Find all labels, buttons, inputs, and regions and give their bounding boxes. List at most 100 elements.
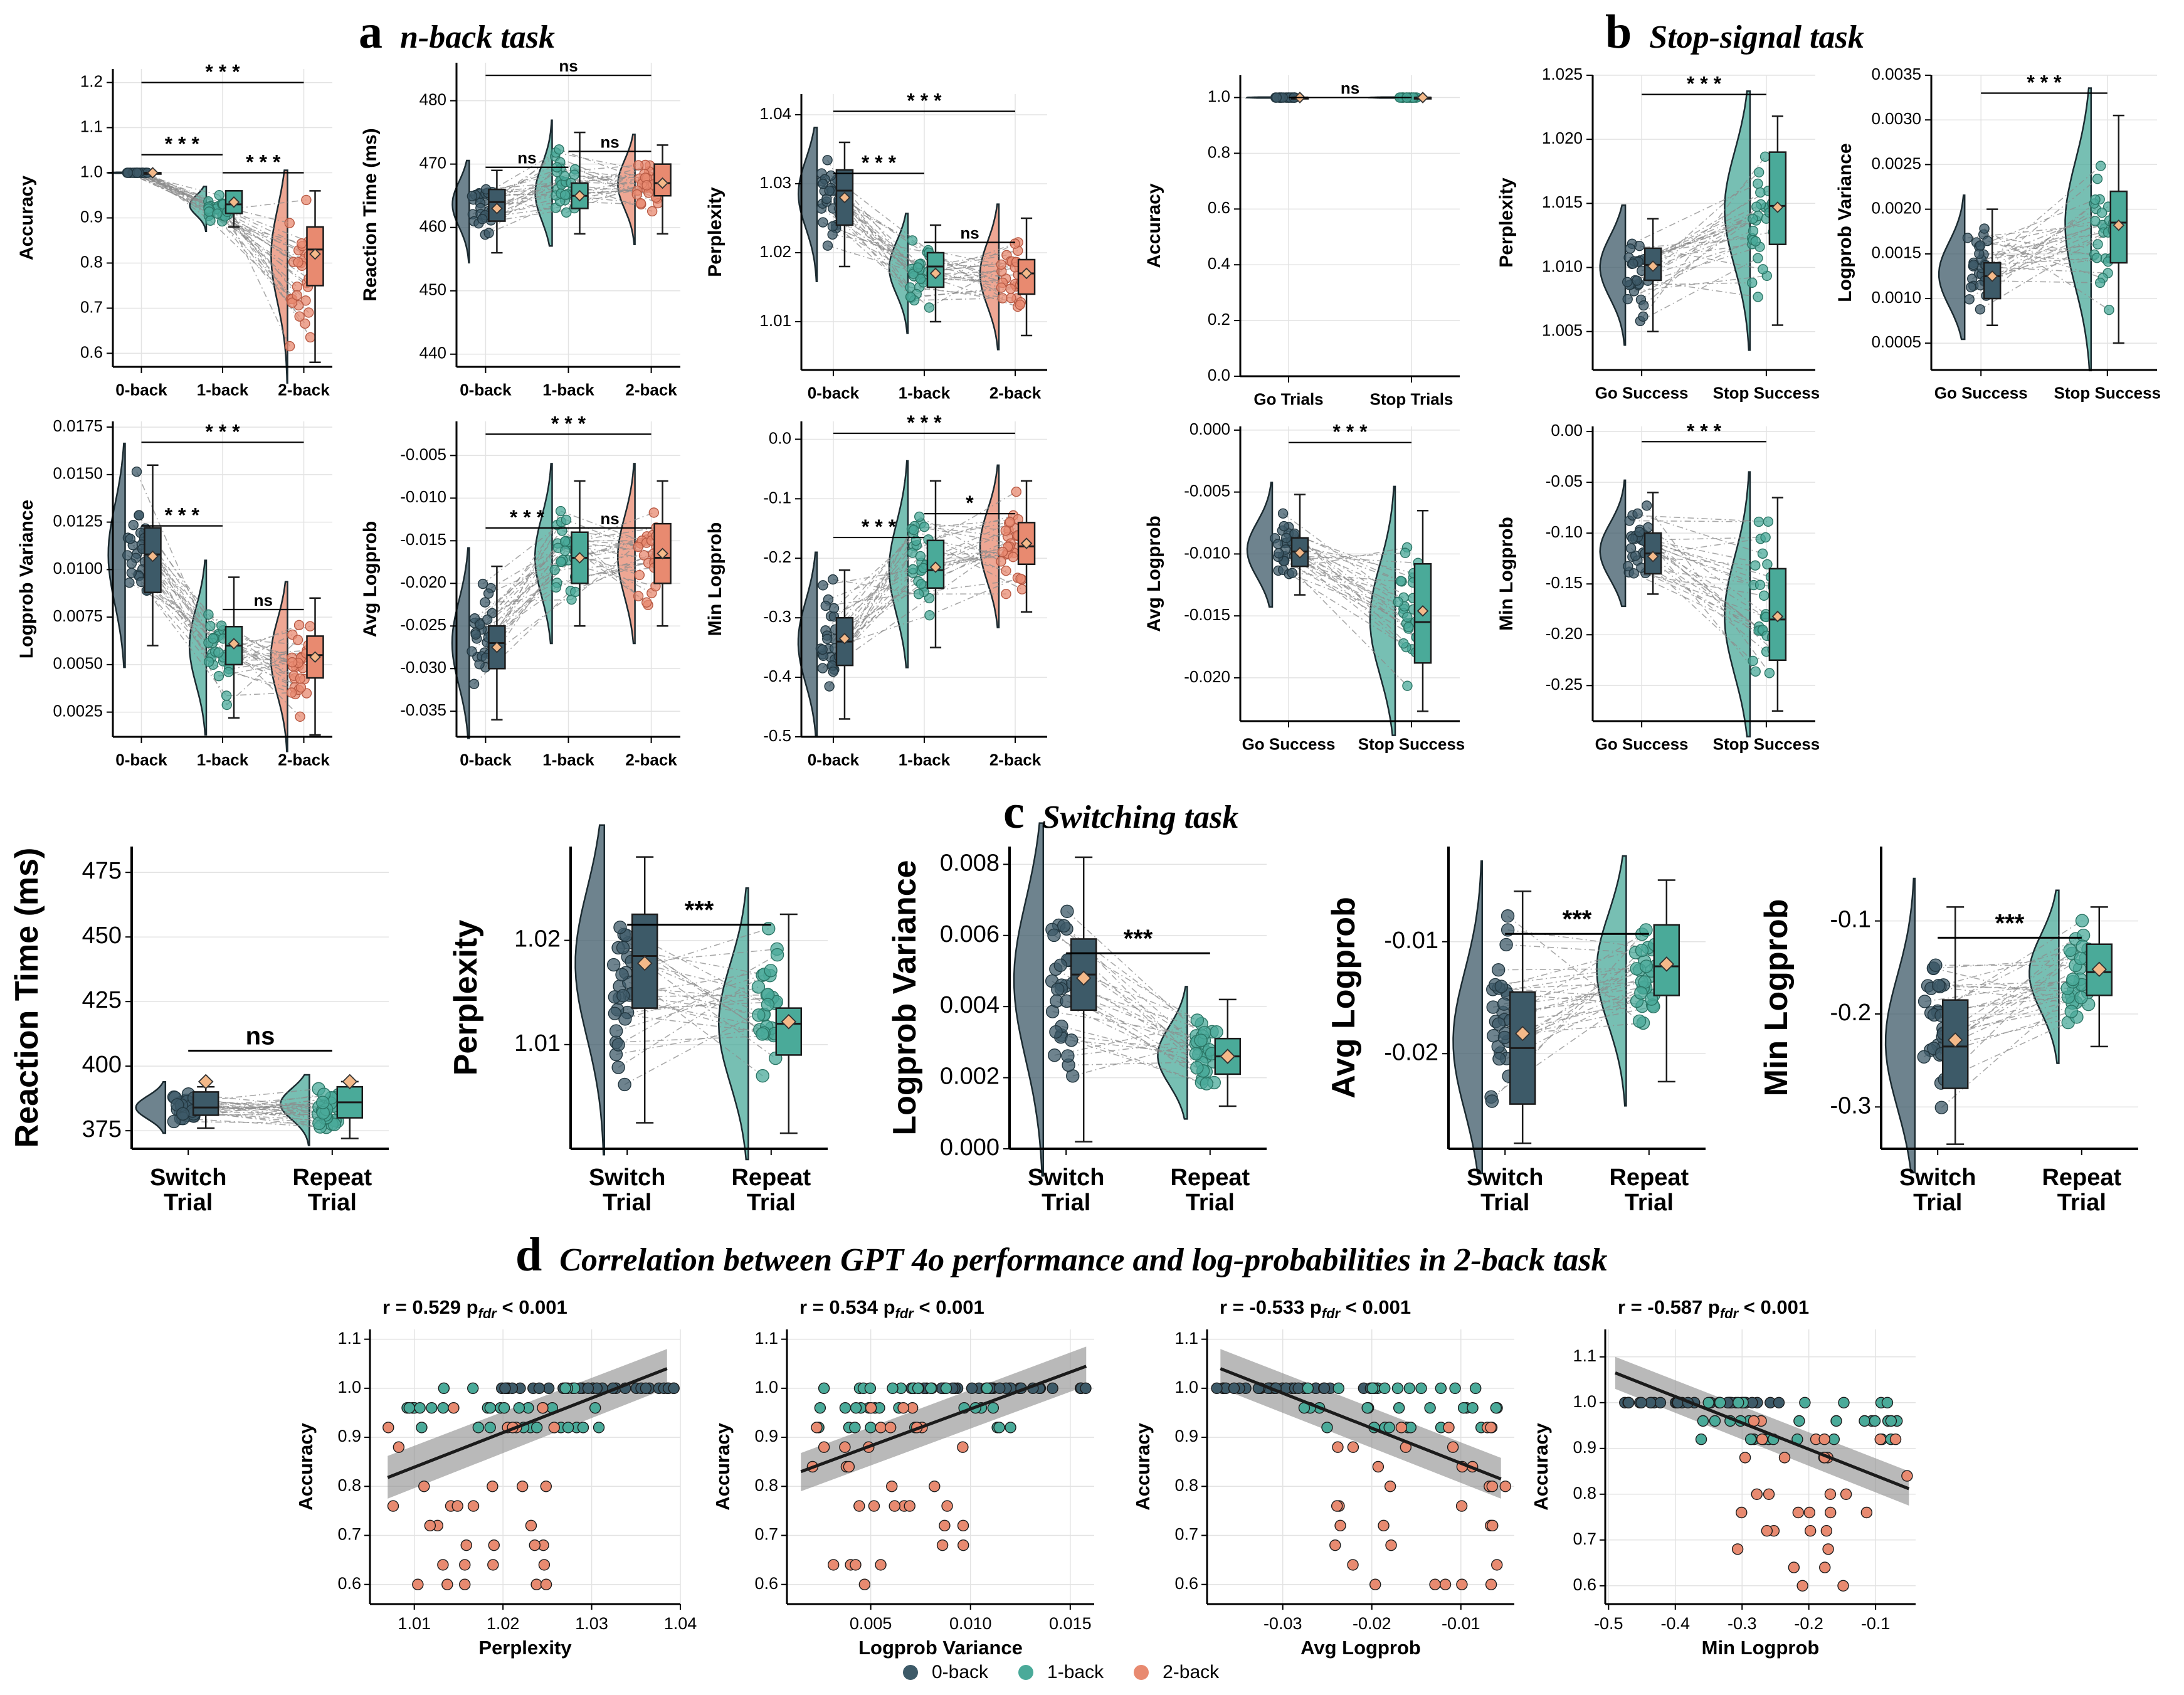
data-point bbox=[1755, 187, 1766, 198]
data-point bbox=[2090, 194, 2101, 205]
significance-label: ns bbox=[600, 132, 619, 151]
data-point bbox=[1761, 1524, 1773, 1537]
data-point bbox=[472, 1422, 485, 1434]
y-tick-label: 0.0025 bbox=[53, 701, 103, 720]
x-tick-label: Stop Success bbox=[1713, 383, 1820, 402]
pair-line bbox=[1496, 976, 1650, 1022]
significance-label: * * * bbox=[165, 133, 200, 156]
header-panel-c: c Switching task bbox=[1003, 785, 1238, 840]
y-tick-label: -0.025 bbox=[400, 615, 446, 634]
chart-a5: * * * * * * ns -0.035 -0.030 -0.025 -0.020 -0.0… bbox=[360, 412, 680, 769]
y-tick-label: 1.03 bbox=[759, 173, 791, 192]
data-point bbox=[393, 1441, 405, 1453]
data-point bbox=[593, 1422, 605, 1434]
pair-line bbox=[492, 582, 557, 614]
x-tick-label: 1-back bbox=[899, 750, 951, 769]
data-point bbox=[562, 1422, 574, 1434]
pair-line bbox=[485, 599, 572, 603]
pair-line bbox=[477, 543, 559, 658]
pair-line bbox=[1973, 224, 2103, 263]
data-point bbox=[875, 1559, 887, 1571]
data-point bbox=[907, 235, 918, 246]
data-point bbox=[293, 256, 303, 268]
y-tick-label: 1.1 bbox=[80, 117, 103, 135]
x-tick-label: Trial bbox=[164, 1190, 213, 1216]
data-point bbox=[913, 589, 924, 599]
data-point bbox=[1051, 983, 1065, 996]
pair-line bbox=[1643, 534, 1756, 672]
data-point bbox=[1210, 1025, 1223, 1039]
x-tick-label: Trial bbox=[747, 1190, 796, 1216]
data-point bbox=[1485, 1578, 1497, 1590]
data-point bbox=[915, 551, 926, 562]
data-point bbox=[1632, 508, 1643, 519]
data-point bbox=[221, 699, 232, 710]
significance-label: *** bbox=[1124, 925, 1153, 953]
data-point bbox=[570, 586, 581, 598]
significance-label: * * * bbox=[1332, 421, 1368, 443]
y-axis-label: Logprob Variance bbox=[16, 500, 37, 658]
pair-line bbox=[624, 1003, 776, 1085]
data-point bbox=[2096, 207, 2108, 218]
data-point bbox=[295, 673, 306, 684]
x-tick-label: Stop Trials bbox=[1370, 389, 1453, 408]
x-tick-label: Repeat bbox=[731, 1164, 811, 1191]
chart-a6: * * * * * * * -0.5 -0.4 -0.3 -0.2 -0.1 0.0 0-back… bbox=[705, 411, 1047, 769]
annotation-tail: < 0.001 bbox=[1738, 1296, 1809, 1318]
data-point bbox=[538, 1559, 551, 1571]
y-tick-label: 1.1 bbox=[1174, 1329, 1198, 1348]
pair-line bbox=[1066, 1000, 1212, 1055]
y-tick-label: -0.3 bbox=[1830, 1092, 1871, 1119]
data-point bbox=[1793, 1415, 1805, 1427]
data-point bbox=[126, 568, 137, 578]
data-point bbox=[1757, 548, 1768, 559]
regression-line bbox=[800, 1365, 1087, 1474]
chart-b2: * * * 1.005 1.010 1.015 1.020 1.025 Go Success… bbox=[1496, 65, 1820, 402]
data-point bbox=[925, 1382, 937, 1395]
pair-line bbox=[1944, 1022, 2069, 1080]
data-point bbox=[1820, 1524, 1833, 1537]
pair-line bbox=[1633, 573, 1767, 636]
panel-letter-a: a bbox=[359, 6, 382, 58]
panel-title-d: Correlation between GPT 4o performance a… bbox=[559, 1242, 1608, 1278]
data-point bbox=[1788, 1561, 1800, 1573]
data-point bbox=[924, 610, 935, 621]
pair-line bbox=[1072, 983, 1210, 1050]
pair-line bbox=[193, 1097, 332, 1117]
y-tick-label: 0.0035 bbox=[1871, 65, 1921, 83]
data-point bbox=[1011, 486, 1021, 497]
pair-line bbox=[1647, 280, 1758, 298]
pair-line bbox=[1065, 985, 1213, 1033]
pair-line bbox=[1510, 1005, 1642, 1022]
data-point bbox=[1702, 1397, 1714, 1409]
pair-line bbox=[137, 172, 228, 213]
data-point bbox=[1736, 1506, 1748, 1519]
mean-marker bbox=[657, 177, 668, 189]
pair-line bbox=[1292, 572, 1413, 583]
data-point bbox=[1643, 522, 1654, 533]
y-tick-label: 1.01 bbox=[514, 1030, 561, 1057]
data-point bbox=[1753, 167, 1765, 177]
data-point bbox=[214, 189, 224, 201]
y-tick-label: 450 bbox=[419, 280, 446, 299]
chart-c2: ***1.011.02SwitchTrialRepeatTrialPerplex… bbox=[448, 824, 828, 1216]
pair-line bbox=[1635, 192, 1761, 281]
pair-line bbox=[180, 1111, 338, 1122]
data-point bbox=[641, 597, 652, 608]
violin-switch-trial bbox=[1884, 877, 1916, 1174]
data-point bbox=[1361, 1402, 1373, 1414]
data-point bbox=[2104, 305, 2114, 315]
violin-go-trials bbox=[1245, 96, 1274, 99]
data-point bbox=[296, 238, 307, 249]
pair-line bbox=[209, 210, 309, 313]
x-tick-label: Switch bbox=[150, 1164, 226, 1191]
data-point bbox=[843, 1460, 855, 1473]
data-point bbox=[1763, 1488, 1775, 1501]
legend-marker bbox=[903, 1665, 918, 1680]
pair-line bbox=[1061, 1025, 1202, 1064]
pair-line bbox=[1293, 534, 1411, 624]
y-tick-label: 0.7 bbox=[1573, 1529, 1596, 1548]
y-tick-label: 0.6 bbox=[754, 1574, 778, 1593]
mean-marker bbox=[1647, 551, 1659, 562]
data-point bbox=[484, 1402, 496, 1414]
